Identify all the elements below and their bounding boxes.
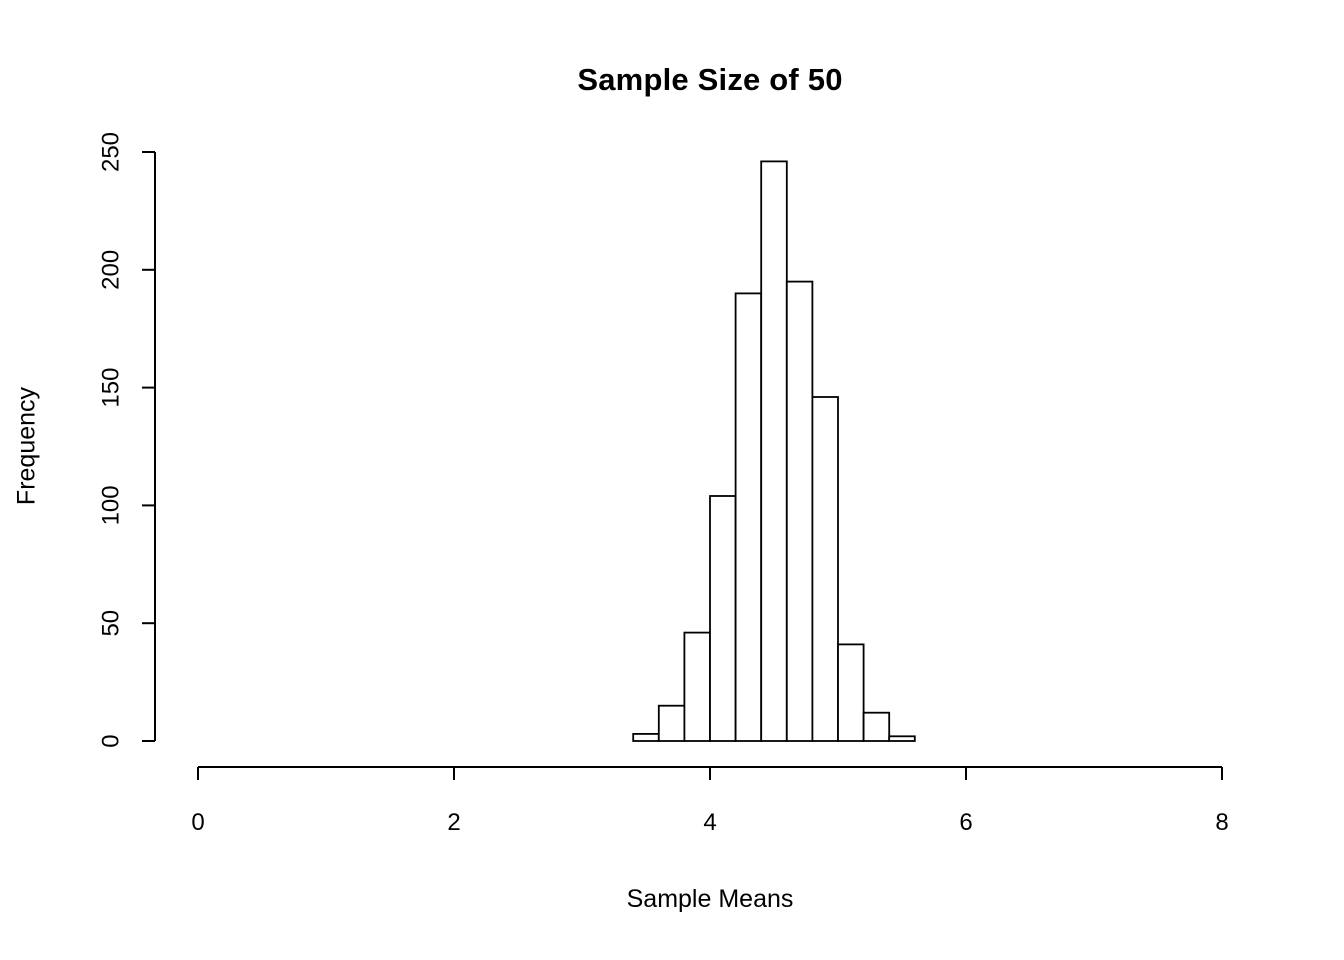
- histogram-bar: [683, 631, 711, 742]
- histogram-bar: [811, 396, 839, 742]
- histogram-bar: [888, 735, 916, 742]
- histogram-bar: [632, 733, 660, 742]
- histogram-bar: [657, 704, 686, 742]
- y-tick-label: 250: [97, 132, 124, 172]
- histogram-bar: [709, 495, 737, 742]
- x-tick-label: 4: [703, 809, 716, 836]
- y-tick-label: 150: [97, 368, 124, 408]
- y-tick-label: 200: [97, 250, 124, 290]
- x-tick-label: 0: [191, 809, 204, 836]
- histogram-bar: [760, 160, 788, 742]
- x-axis-label: Sample Means: [626, 885, 794, 913]
- chart-title: Sample Size of 50: [577, 62, 843, 97]
- x-tick-label: 6: [959, 809, 972, 836]
- histogram-bar: [837, 643, 865, 742]
- y-tick-label: 50: [97, 610, 124, 637]
- y-tick-label: 100: [97, 485, 124, 525]
- x-tick-label: 2: [447, 809, 460, 836]
- x-tick-label: 8: [1215, 809, 1228, 836]
- histogram-bar: [734, 292, 763, 742]
- y-tick-label: 0: [97, 734, 124, 747]
- histogram-bar: [862, 711, 891, 742]
- histogram-bar: [785, 280, 814, 742]
